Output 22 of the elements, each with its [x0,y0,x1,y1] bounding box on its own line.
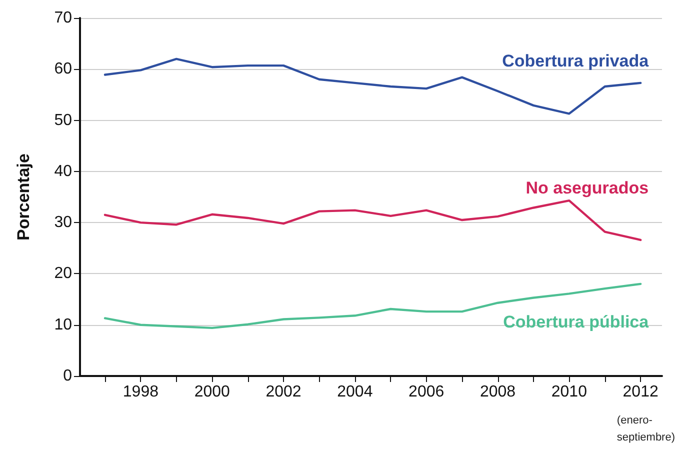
y-tick-label: 10 [54,316,72,334]
x-tick-label: 2006 [408,384,444,400]
x-tick-label: 1998 [122,384,159,400]
y-axis-title: Porcentaje [14,154,33,240]
x-tick-label: 2004 [337,384,373,400]
x-tick-label: 2000 [194,384,230,400]
series-label: Cobertura privada [502,51,650,70]
y-tick-label: 20 [54,265,72,282]
series-label: No asegurados [526,178,649,198]
y-tick-label: 70 [54,10,72,26]
series-label: Cobertura pública [503,312,650,332]
text: (enero- septiembre) [616,414,675,444]
y-tick-label: 50 [54,112,72,129]
y-tick-label: 30 [54,214,72,232]
y-tick-label: 40 [54,162,72,180]
line-series [104,199,642,242]
x-tick-label: 2012 [622,384,658,400]
y-tick-label: 60 [54,60,72,78]
x-tick-label: 2008 [480,384,516,400]
y-tick-label: 0 [63,368,72,384]
x-tick-label: 2010 [551,384,588,400]
x-tick-label: 2002 [266,384,302,400]
